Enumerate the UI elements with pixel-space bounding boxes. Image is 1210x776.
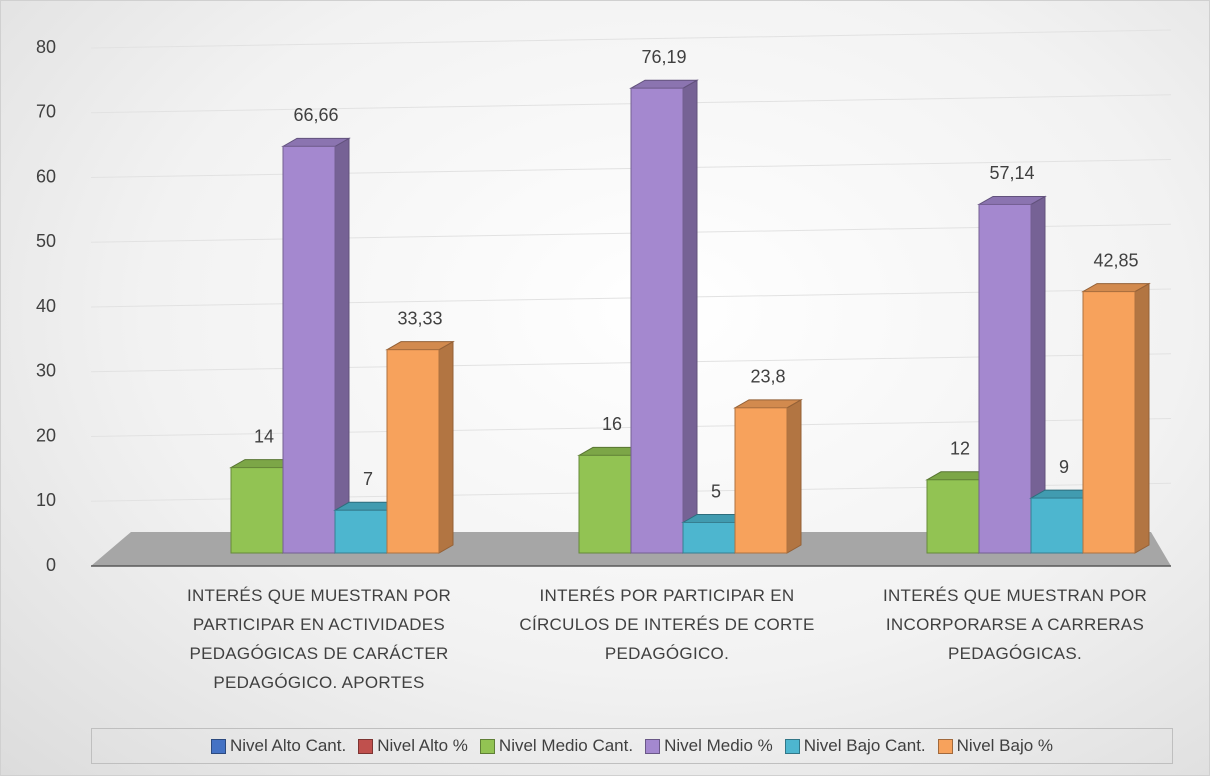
data-label: 76,19 bbox=[641, 47, 686, 67]
legend-swatch bbox=[479, 738, 495, 754]
data-label: 5 bbox=[711, 481, 721, 501]
data-label: 14 bbox=[254, 426, 274, 446]
bar bbox=[1081, 282, 1151, 554]
bar bbox=[385, 340, 455, 554]
legend-swatch bbox=[210, 738, 226, 754]
legend-label: Nivel Alto % bbox=[377, 736, 468, 755]
y-tick-label: 40 bbox=[36, 296, 56, 316]
bar-side bbox=[682, 79, 698, 554]
bar-front bbox=[334, 509, 388, 554]
legend-item: Nivel Bajo Cant. bbox=[784, 736, 926, 756]
data-label: 9 bbox=[1059, 457, 1069, 477]
data-label: 66,66 bbox=[293, 105, 338, 125]
bar bbox=[977, 195, 1047, 554]
data-label: 42,85 bbox=[1093, 250, 1138, 270]
bar-side bbox=[786, 398, 802, 554]
legend-swatch bbox=[645, 738, 661, 754]
bar-front bbox=[578, 454, 632, 554]
bar bbox=[281, 137, 351, 554]
y-tick-label: 80 bbox=[36, 37, 56, 57]
bar-front bbox=[978, 203, 1032, 554]
bar-front bbox=[282, 145, 336, 554]
bar-side bbox=[438, 340, 454, 554]
bar-front bbox=[630, 87, 684, 554]
data-label: 12 bbox=[950, 439, 970, 459]
data-label: 33,33 bbox=[397, 308, 442, 328]
y-tick-label: 20 bbox=[36, 425, 56, 445]
bar-front bbox=[926, 479, 980, 554]
grid-line bbox=[90, 29, 1172, 49]
legend-label: Nivel Medio % bbox=[664, 736, 773, 755]
data-label: 23,8 bbox=[750, 367, 785, 387]
legend: Nivel Alto Cant. Nivel Alto % Nivel Medio … bbox=[91, 728, 1173, 764]
bar-side bbox=[334, 137, 350, 554]
bar-front bbox=[386, 349, 440, 554]
bar bbox=[733, 398, 803, 554]
legend-label: Nivel Medio Cant. bbox=[498, 736, 634, 755]
legend-item: Nivel Alto Cant. bbox=[210, 736, 347, 756]
bar bbox=[629, 79, 699, 554]
data-label: 7 bbox=[363, 469, 373, 489]
legend-item: Nivel Medio % bbox=[645, 736, 773, 756]
legend-label: Nivel Alto Cant. bbox=[229, 736, 347, 755]
legend-item: Nivel Medio Cant. bbox=[479, 736, 634, 756]
y-tick-label: 10 bbox=[36, 490, 56, 510]
bar-front bbox=[1082, 291, 1136, 554]
bar-front bbox=[682, 522, 736, 554]
bar-front bbox=[734, 407, 788, 554]
bar-side bbox=[1134, 282, 1150, 554]
legend-swatch bbox=[937, 738, 953, 754]
x-tick-label: INTERÉS QUE MUESTRAN POR INCORPORARSE A … bbox=[882, 586, 1148, 663]
legend-swatch bbox=[784, 738, 800, 754]
legend-item: Nivel Bajo % bbox=[937, 736, 1054, 756]
y-tick-label: 50 bbox=[36, 231, 56, 251]
data-label: 16 bbox=[602, 414, 622, 434]
x-tick-label: INTERÉS QUE MUESTRAN POR PARTICIPAR EN A… bbox=[186, 586, 452, 692]
data-label: 57,14 bbox=[989, 163, 1034, 183]
legend-label: Nivel Bajo Cant. bbox=[803, 736, 926, 755]
y-tick-label: 0 bbox=[46, 555, 56, 575]
legend-item: Nivel Alto % bbox=[358, 736, 468, 756]
bar-front bbox=[230, 467, 284, 554]
y-tick-label: 60 bbox=[36, 166, 56, 186]
y-tick-label: 30 bbox=[36, 361, 56, 381]
legend-label: Nivel Bajo % bbox=[956, 736, 1054, 755]
x-tick-label: INTERÉS POR PARTICIPAR EN CÍRCULOS DE IN… bbox=[519, 586, 815, 663]
y-tick-label: 70 bbox=[36, 102, 56, 122]
legend-swatch bbox=[358, 738, 374, 754]
bar-front bbox=[1030, 497, 1084, 554]
